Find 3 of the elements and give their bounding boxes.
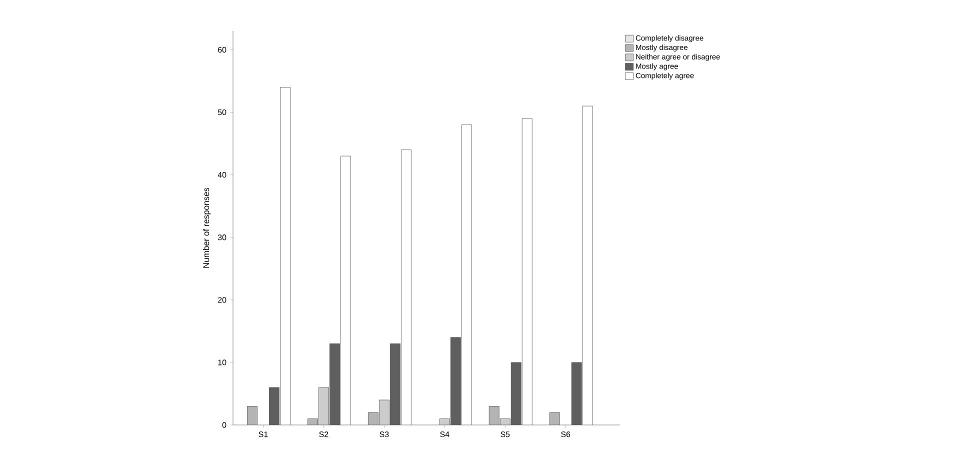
bar <box>247 406 258 425</box>
y-axis-title: Number of responses <box>202 188 211 268</box>
bar <box>549 412 560 425</box>
